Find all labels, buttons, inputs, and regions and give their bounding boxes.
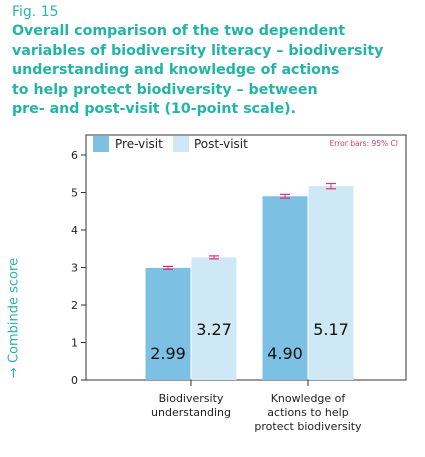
x-tick-label: protect biodiversity <box>254 420 362 433</box>
y-tick-label: 1 <box>71 337 78 350</box>
x-tick-label: understanding <box>151 406 231 419</box>
plot-frame <box>85 134 407 381</box>
data-label: 2.99 <box>150 344 186 363</box>
bar-pre <box>262 196 308 380</box>
title-line: variables of biodiversity literacy – bio… <box>12 42 384 59</box>
y-tick-label: 5 <box>71 187 78 200</box>
figure-title: Overall comparison of the two dependent … <box>12 22 412 120</box>
data-label: 4.90 <box>267 344 303 363</box>
legend-label-pre: Pre-visit <box>115 137 163 151</box>
y-tick-label: 4 <box>71 224 78 237</box>
y-tick-label: 0 <box>71 374 78 387</box>
title-line: to help protect biodiversity – between <box>12 81 318 98</box>
legend-swatch-pre <box>93 136 109 152</box>
legend-swatch-post <box>173 136 189 152</box>
bar-post <box>308 186 354 380</box>
legend-label-post: Post-visit <box>194 137 248 151</box>
x-tick-label: Biodiversity <box>159 392 224 405</box>
figure-label: Fig. 15 <box>12 4 59 20</box>
bar-pre <box>145 267 191 380</box>
title-line: pre- and post-visit (10-point scale). <box>12 101 297 117</box>
error-bar-note: Error bars: 95% CI <box>330 139 398 148</box>
title-line: Overall comparison of the two dependent <box>12 23 346 39</box>
y-tick-label: 6 <box>71 149 78 162</box>
data-label: 5.17 <box>313 320 349 339</box>
y-tick-label: 3 <box>71 262 78 275</box>
x-tick-label: Knowledge of <box>271 392 347 405</box>
data-label: 3.27 <box>196 320 232 339</box>
title-line: understanding and knowledge of actions <box>12 62 340 78</box>
x-tick-label: actions to help <box>267 406 348 419</box>
bar-post <box>191 257 237 380</box>
y-tick-label: 2 <box>71 299 78 312</box>
